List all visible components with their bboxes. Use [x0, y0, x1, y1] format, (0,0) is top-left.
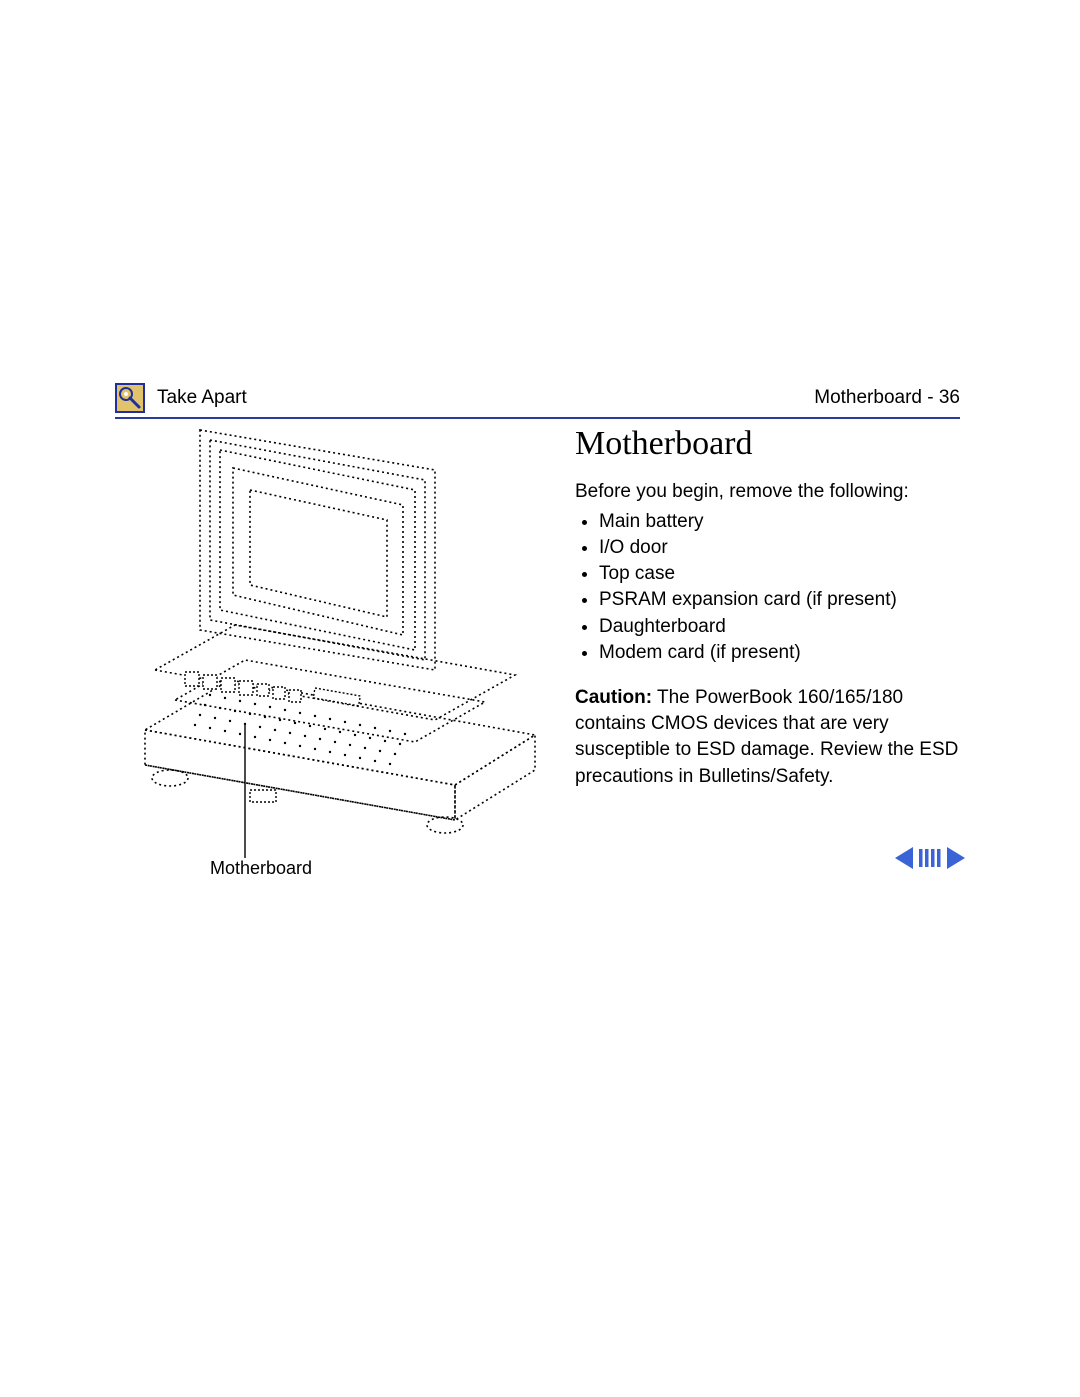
section-icon — [115, 383, 145, 413]
list-item: Daughterboard — [599, 614, 960, 640]
section-label: Take Apart — [157, 387, 247, 409]
document-page: Take Apart Motherboard - 36 — [0, 0, 1080, 1397]
header-left-group: Take Apart — [115, 383, 247, 413]
list-item: Modem card (if present) — [599, 640, 960, 666]
diagram-callout-label: Motherboard — [210, 858, 312, 879]
page-label: Motherboard - 36 — [814, 387, 960, 409]
remove-list: Main battery I/O door Top case PSRAM exp… — [575, 509, 960, 666]
page-stripes-icon — [919, 849, 941, 867]
motherboard-diagram — [115, 420, 545, 880]
caution-paragraph: Caution: The PowerBook 160/165/180 conta… — [575, 685, 960, 790]
list-item: PSRAM expansion card (if present) — [599, 587, 960, 613]
laptop-illustration-svg — [115, 420, 545, 880]
caution-label: Caution: — [575, 687, 652, 708]
page-navigation — [895, 845, 965, 871]
content-column: Motherboard Before you begin, remove the… — [575, 425, 960, 809]
intro-text: Before you begin, remove the following: — [575, 479, 960, 505]
page-title: Motherboard — [575, 425, 960, 463]
list-item: Main battery — [599, 509, 960, 535]
next-page-button[interactable] — [945, 845, 965, 871]
page-header: Take Apart Motherboard - 36 — [115, 383, 960, 419]
list-item: I/O door — [599, 535, 960, 561]
list-item: Top case — [599, 561, 960, 587]
prev-page-button[interactable] — [895, 845, 915, 871]
